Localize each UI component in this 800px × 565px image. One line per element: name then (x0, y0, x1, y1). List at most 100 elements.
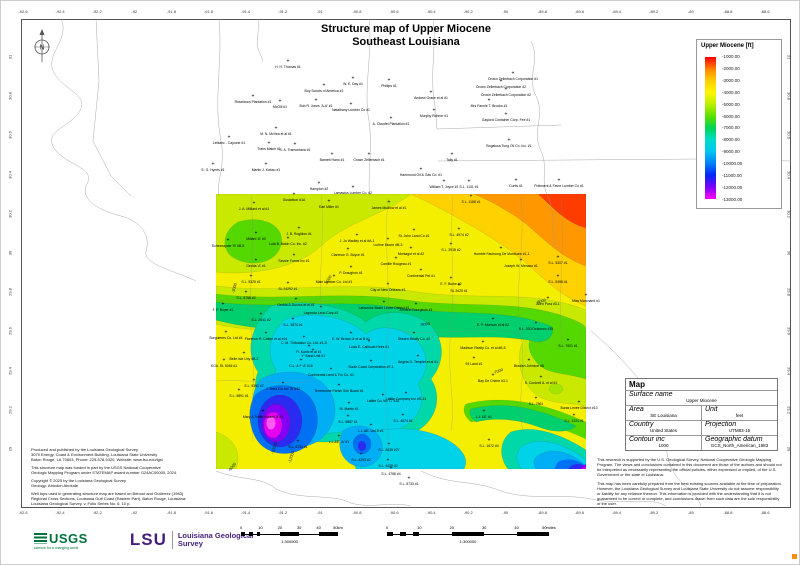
axis-label-lat-right: 30 (786, 250, 792, 256)
axis-label-lat-right: 29 (786, 446, 792, 452)
credits-block: Produced and published by the Louisiana … (31, 447, 203, 509)
axis-label-lon-bottom: -91.6 (203, 510, 214, 515)
info-projection-label: Projection (705, 421, 737, 428)
info-projection-value: UTM83-15 (728, 428, 751, 433)
axis-label-lon-top: -90.8 (352, 9, 362, 14)
axis-label-lon-bottom: -88.8 (723, 510, 733, 515)
axis-label-lat-left: 30.6 (7, 131, 13, 140)
scale-tick-label: 30 (481, 525, 487, 530)
legend-value-label: -13000.00 (722, 196, 743, 202)
axis-label-lon-bottom: -89.6 (574, 510, 585, 515)
credit-paragraph: This structure map was funded in part by… (31, 465, 178, 475)
scale-tick-label: 50miles (542, 525, 556, 530)
info-unit-value: feet (735, 413, 744, 418)
axis-label-lon-top: -90.6 (389, 9, 399, 14)
scale-bar-segment (399, 532, 407, 536)
scale-tick-label: 0 (239, 525, 243, 530)
logo-divider (171, 531, 173, 549)
axis-label-lon-top: -89.8 (537, 9, 547, 14)
info-country-label: Country (629, 421, 654, 428)
lsu-logo: LSU Louisiana Geological Survey (130, 530, 253, 550)
axis-label-lat-right: 30.6 (786, 131, 792, 140)
info-unit-label: Unit (705, 406, 718, 413)
legend-value-label: -7000.00 (722, 125, 740, 131)
scale-bar-segment (412, 532, 420, 536)
info-surface-value: Upper Miocene (686, 398, 717, 403)
axis-label-lon-top: -89.4 (612, 9, 622, 14)
axis-label-lon-top: -89.6 (574, 9, 585, 14)
corner-accent-mark (792, 554, 797, 559)
scale-tick-label: 10 (258, 525, 263, 530)
info-datum-label: Geographic datum (705, 436, 763, 443)
title-line-2: Southeast Louisiana (352, 35, 460, 48)
scale-tick-label: 40 (316, 525, 321, 530)
info-area-value: SE Louisiana (650, 413, 677, 418)
legend-value-label: -9000.00 (722, 149, 740, 155)
info-contour-value: 1000 (658, 443, 669, 448)
axis-label-lon-bottom: -88.6 (760, 510, 770, 515)
scale-ratio-label: 1:300000 (281, 539, 298, 544)
legend-value-label: -12000.00 (722, 184, 743, 190)
axis-label-lon-bottom: -90 (502, 510, 509, 515)
legend-labels: -1000.00 -2000.00 -3000.00 -4000.00 -5000.00… (722, 54, 742, 202)
axis-label-lon-bottom: -90.4 (426, 510, 436, 515)
contour-map (216, 194, 586, 469)
axis-label-lon-bottom: -91.4 (241, 510, 251, 515)
scale-bar-segment (241, 532, 245, 536)
info-surface-row: Surface name Upper Miocene (626, 391, 777, 406)
legend-value-label: -5000.00 (722, 101, 740, 107)
credit-paragraph: Copyright © 2025 by the Louisiana Geolog… (31, 478, 127, 488)
scale-bar-segment (451, 532, 485, 536)
scale-tick-label: 40 (514, 525, 519, 530)
usgs-tagline: science for a changing world (34, 545, 79, 550)
map-frame (21, 19, 791, 508)
axis-label-lat-right: 30.4 (786, 170, 792, 179)
scale-tick-label: 30 (296, 525, 302, 530)
title-line-1: Structure map of Upper Miocene (321, 23, 491, 35)
axis-label-lon-bottom: -89.8 (537, 510, 547, 515)
map-info-box: Map Surface name Upper Miocene Area SE Lo… (625, 378, 778, 451)
axis-label-lon-top: -92.6 (18, 9, 28, 14)
axis-label-lat-left: 30 (7, 250, 13, 256)
logo-row: USGS science for a changing world LSU Lo… (34, 523, 253, 557)
axis-label-lat-left: 30.8 (7, 92, 13, 101)
axis-label-lon-bottom: -89.4 (612, 510, 622, 515)
map-title: Structure map of Upper Miocene Southeast… (251, 23, 561, 48)
scale-ratio-label: 1:300000 (459, 539, 477, 544)
north-arrow-icon: N (34, 29, 50, 62)
axis-label-lat-right: 29.6 (786, 327, 792, 336)
axis-label-lon-bottom: -91.2 (278, 510, 288, 515)
axis-label-lon-top: -88.6 (760, 9, 770, 14)
scale-tick-label: 20 (449, 525, 455, 530)
scale-bar-segment (318, 532, 338, 536)
legend-box: Upper Miocene [ft] -1000.00 -2000.00 -3000… (696, 39, 782, 209)
info-row-1: Area SE Louisiana Unit feet (626, 406, 777, 421)
disclaimer-paragraph: This research is supported by the U.S. G… (597, 457, 782, 477)
axis-label-lat-left: 29.8 (7, 288, 13, 297)
credit-paragraph: Produced and published by the Louisiana … (31, 447, 164, 462)
axis-label-lon-top: -91.6 (203, 9, 214, 14)
scale-bar-segment (256, 532, 261, 536)
lgs-text: Louisiana Geological Survey (177, 530, 254, 548)
scale-bar-segment (248, 532, 253, 536)
axis-label-lon-bottom: -89 (687, 510, 694, 515)
axis-label-lon-bottom: -92.4 (55, 510, 65, 515)
scale-tick-label: 50km (333, 525, 343, 530)
axis-label-lat-left: 30.2 (7, 209, 13, 218)
north-letter: N (39, 44, 44, 51)
axis-label-lon-bottom: -92.6 (18, 510, 28, 515)
axis-label-lon-top: -90.2 (463, 9, 473, 14)
legend-value-label: -10000.00 (722, 161, 743, 167)
axis-label-lon-bottom: -91.8 (166, 510, 176, 515)
axis-label-lon-top: -91.8 (166, 9, 176, 14)
axis-label-lon-top: -88.8 (723, 9, 733, 14)
lsu-text: LSU (129, 530, 167, 549)
scale-bar-segment (387, 532, 394, 536)
scale-tick-label: 10 (417, 525, 422, 530)
axis-label-lat-right: 29.4 (786, 366, 792, 375)
info-header: Map (626, 379, 777, 391)
legend-value-label: -2000.00 (722, 65, 740, 71)
axis-label-lat-right: 31 (786, 54, 792, 60)
legend-title: Upper Miocene [ft] (701, 43, 754, 49)
disclaimer-paragraph: This map has been carefully prepared fro… (597, 481, 782, 506)
